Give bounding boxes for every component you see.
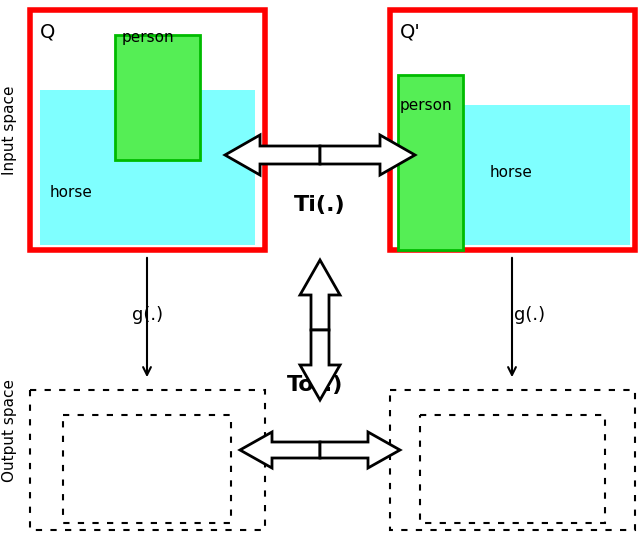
Text: Output space: Output space [3, 378, 17, 481]
Text: Q': Q' [400, 22, 420, 41]
Polygon shape [300, 330, 340, 400]
Text: Ti(.): Ti(.) [294, 195, 346, 215]
Bar [455, 105, 630, 245]
Bar [398, 75, 463, 250]
Text: To(.): To(.) [287, 375, 343, 395]
Bar [390, 390, 635, 530]
Text: person: person [122, 30, 175, 45]
Polygon shape [320, 432, 400, 468]
Polygon shape [300, 260, 340, 330]
Bar [30, 390, 265, 530]
Polygon shape [320, 135, 415, 175]
Polygon shape [225, 135, 320, 175]
Polygon shape [240, 432, 320, 468]
Text: Q: Q [40, 22, 56, 41]
Text: horse: horse [50, 185, 93, 200]
Text: g(.): g(.) [132, 306, 164, 324]
Bar [390, 10, 635, 250]
Bar [40, 90, 255, 245]
Bar [30, 10, 265, 250]
Text: g(.): g(.) [515, 306, 545, 324]
Bar [115, 35, 200, 160]
Text: Input space: Input space [3, 85, 17, 175]
Bar [420, 415, 605, 523]
Text: person: person [400, 98, 452, 113]
Bar [63, 415, 231, 523]
Text: horse: horse [490, 165, 533, 180]
